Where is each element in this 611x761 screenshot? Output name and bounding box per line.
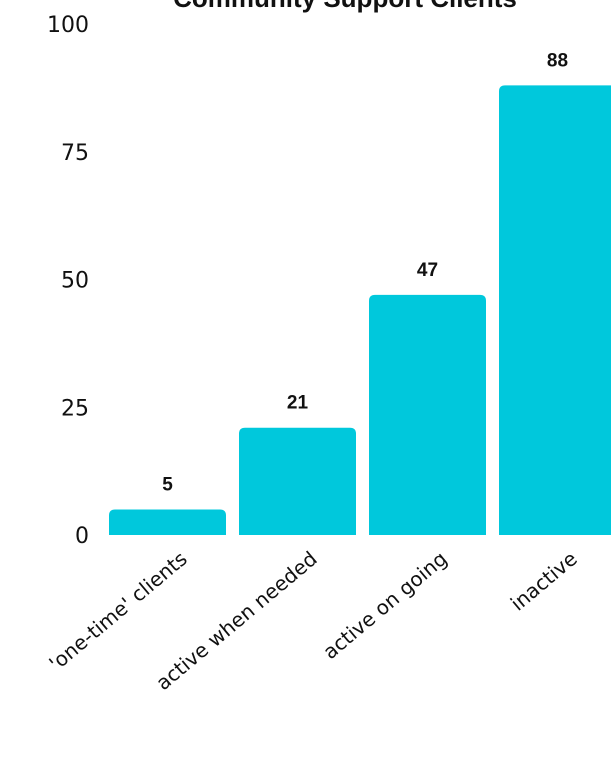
bar — [109, 509, 226, 535]
y-tick-label: 25 — [61, 396, 89, 421]
y-tick-label: 75 — [61, 141, 89, 166]
x-category-label: 'one-time' clients — [44, 546, 191, 675]
bar — [239, 427, 356, 535]
y-tick-label: 50 — [61, 269, 89, 294]
bar — [499, 85, 611, 535]
bar-data-label: 5 — [162, 474, 173, 495]
bar-data-label: 21 — [287, 393, 309, 414]
y-tick-label: 100 — [47, 13, 89, 38]
bar-data-labels: 5 21 47 88 — [162, 50, 568, 495]
bar-data-label: 47 — [417, 260, 438, 281]
bar — [369, 294, 486, 535]
x-category-label: active on going — [318, 546, 452, 664]
chart-title: Community Support Clients — [173, 0, 517, 13]
x-category-label: inactive — [506, 546, 582, 615]
y-tick-label: 0 — [75, 524, 89, 549]
y-axis: 0 25 50 75 100 — [47, 13, 89, 549]
bars — [109, 85, 611, 535]
bar-data-label: 88 — [547, 50, 568, 71]
